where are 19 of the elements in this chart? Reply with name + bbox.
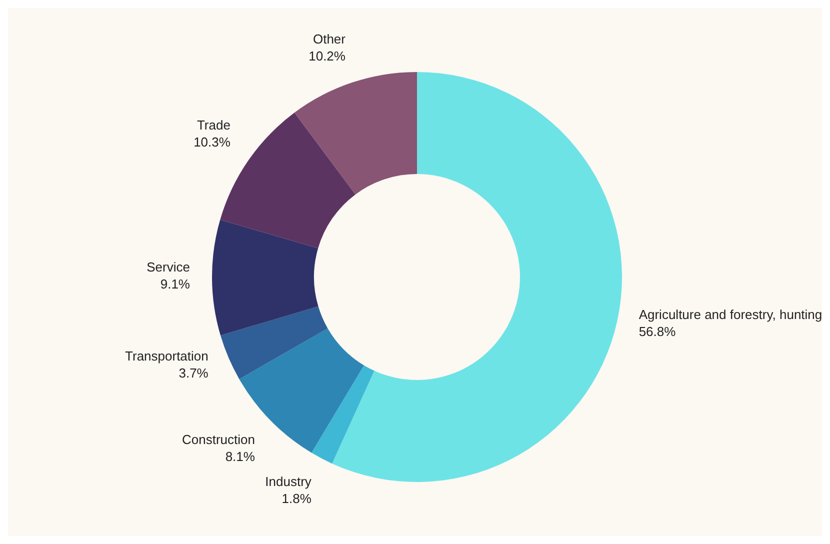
donut-slice: [294, 72, 417, 194]
slice-label: Other: [312, 32, 346, 47]
data-label: 10.2%: [308, 48, 346, 64]
slice-label: Industry: [265, 474, 312, 489]
data-label: 1.8%: [282, 490, 312, 506]
data-label: 56.8%: [638, 324, 676, 340]
data-label: 3.7%: [178, 366, 209, 380]
donut-slice: [332, 72, 622, 482]
slice-label: Transportation: [125, 348, 208, 364]
data-label: 9.1%: [160, 276, 190, 292]
donut-slice: [220, 306, 328, 380]
slice-label: Trade: [196, 118, 230, 133]
slice-label: Agriculture and forestry, hunting: [638, 307, 822, 322]
slice-label: Construction: [182, 432, 255, 447]
slice-label: Service: [146, 260, 190, 275]
donut-slice: [212, 220, 318, 336]
data-label: 10.3%: [194, 134, 231, 150]
donut-slice: [312, 365, 374, 464]
data-label: 8.1%: [225, 448, 256, 464]
